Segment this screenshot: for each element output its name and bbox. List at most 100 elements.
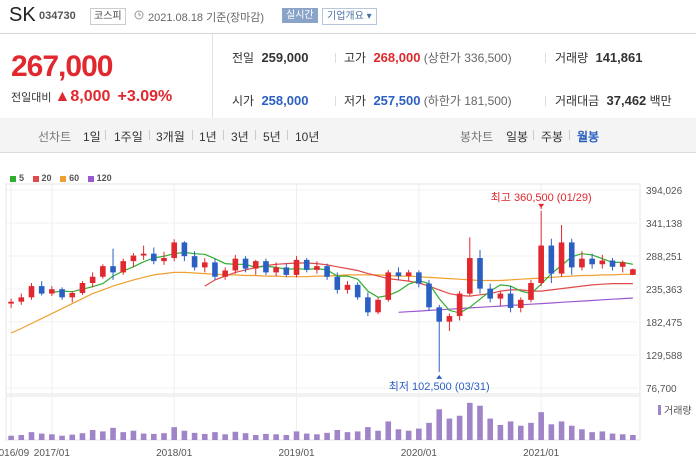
x-tick-label: 2018/01	[156, 448, 193, 459]
volume-bar	[344, 432, 351, 440]
volume-bar	[151, 433, 157, 440]
candle-body	[38, 286, 45, 294]
quote-date: 2021.08.18 기준(장마감)	[148, 12, 265, 24]
cell-divider	[545, 53, 546, 63]
tab-divider	[223, 130, 224, 140]
volume-bar	[375, 430, 381, 440]
candle-body	[110, 266, 116, 273]
candle-body	[436, 307, 443, 322]
volume-bar	[405, 430, 412, 440]
x-tick-label: 2017/01	[34, 448, 71, 459]
tab-1y[interactable]: 1년	[199, 130, 217, 144]
volume-bar	[18, 435, 25, 440]
volume-bar	[589, 432, 595, 440]
volume-bar	[89, 430, 96, 440]
volume-bar	[467, 402, 473, 440]
tab-daily[interactable]: 일봉	[506, 130, 529, 144]
volume-bar	[599, 431, 606, 440]
high-price: 고가 268,000 (상한가 336,500)	[344, 49, 512, 66]
volume-bar	[191, 432, 198, 440]
volume-bar	[38, 433, 45, 440]
candle-body	[69, 292, 76, 298]
tab-divider	[192, 130, 193, 140]
volume-bar	[538, 412, 544, 440]
change-label: 전일대비	[11, 92, 52, 104]
x-tick-label: 2019/01	[278, 448, 315, 459]
candle-body	[140, 253, 147, 256]
volume-bar	[334, 430, 341, 440]
y-tick-label: 182,475	[646, 318, 683, 329]
candle-body	[120, 261, 127, 273]
candle-body	[477, 258, 483, 289]
tab-1d[interactable]: 1일	[83, 130, 101, 144]
candle-body	[467, 258, 473, 294]
candle-body	[201, 262, 208, 268]
candle-body	[375, 299, 381, 313]
x-tick-label: 2016/09	[0, 448, 30, 459]
candle-body	[222, 270, 228, 277]
volume-bar	[161, 433, 167, 440]
tab-10y[interactable]: 10년	[295, 130, 320, 144]
stock-name: SK	[9, 4, 36, 26]
volume-bar	[232, 431, 239, 440]
candle-body	[130, 255, 137, 262]
tab-3m[interactable]: 3개월	[156, 130, 185, 144]
candle-body	[568, 242, 575, 268]
legend-ma20: 20	[32, 173, 52, 183]
change-percent: +3.09%	[117, 88, 173, 105]
candle-body	[517, 299, 524, 308]
volume-bar	[609, 433, 616, 440]
quote-panel: 267,000 전일대비 ▲8,000 +3.09% 전일 259,000 고가…	[0, 33, 696, 119]
candle-body	[242, 258, 249, 269]
volume-bar	[416, 428, 422, 440]
volume-bar	[487, 418, 493, 440]
volume-bar	[314, 434, 320, 440]
volume-bar	[630, 435, 636, 440]
volume: 거래량 141,861	[555, 49, 642, 66]
candle-body	[426, 283, 432, 308]
realtime-button[interactable]: 실시간	[282, 8, 318, 23]
candle-body	[171, 242, 177, 259]
high-label: 고가	[344, 51, 367, 65]
volume-bar	[263, 433, 269, 440]
volume-bar	[579, 429, 585, 440]
volume-bar	[100, 431, 106, 440]
volume-bar	[120, 432, 127, 440]
x-tick-label: 2021/01	[523, 448, 560, 459]
candle-body	[558, 242, 565, 274]
volume-bar	[426, 422, 432, 440]
high-annotation: 최고 360,500 (01/29)	[491, 191, 592, 204]
tab-3y[interactable]: 3년	[231, 130, 249, 144]
volume-legend-swatch	[658, 405, 661, 415]
tab-divider	[255, 130, 256, 140]
volume-bar	[140, 433, 147, 440]
volume-value: 141,861	[595, 50, 643, 65]
amount-value: 37,462	[606, 93, 647, 108]
candle-body	[161, 258, 167, 262]
volume-bar	[558, 421, 565, 440]
stock-code: 034730	[39, 10, 76, 22]
ma60-line	[10, 271, 633, 334]
volume-bar	[28, 432, 35, 440]
tab-5y[interactable]: 5년	[263, 130, 281, 144]
candle-body	[293, 259, 300, 275]
candle-body	[252, 261, 259, 269]
tab-divider	[533, 130, 534, 140]
tab-1w[interactable]: 1주일	[114, 130, 143, 144]
candle-body	[354, 284, 361, 298]
volume-bar	[528, 422, 534, 440]
low-price: 저가 257,500 (하한가 181,500)	[344, 92, 512, 109]
tab-monthly[interactable]: 월봉	[577, 130, 600, 144]
tab-divider	[105, 130, 106, 140]
volume-bar	[395, 429, 402, 440]
ma120-line	[398, 297, 633, 313]
candle-body	[273, 267, 279, 273]
tab-weekly[interactable]: 주봉	[541, 130, 564, 144]
corp-overview-button[interactable]: 기업개요 ▾	[322, 8, 377, 25]
open-price: 시가 258,000	[232, 92, 308, 109]
volume-bar	[548, 424, 555, 440]
tab-divider	[287, 130, 288, 140]
low-arrow-icon	[436, 374, 443, 379]
volume-bar	[517, 425, 524, 440]
candle-body	[344, 284, 351, 290]
